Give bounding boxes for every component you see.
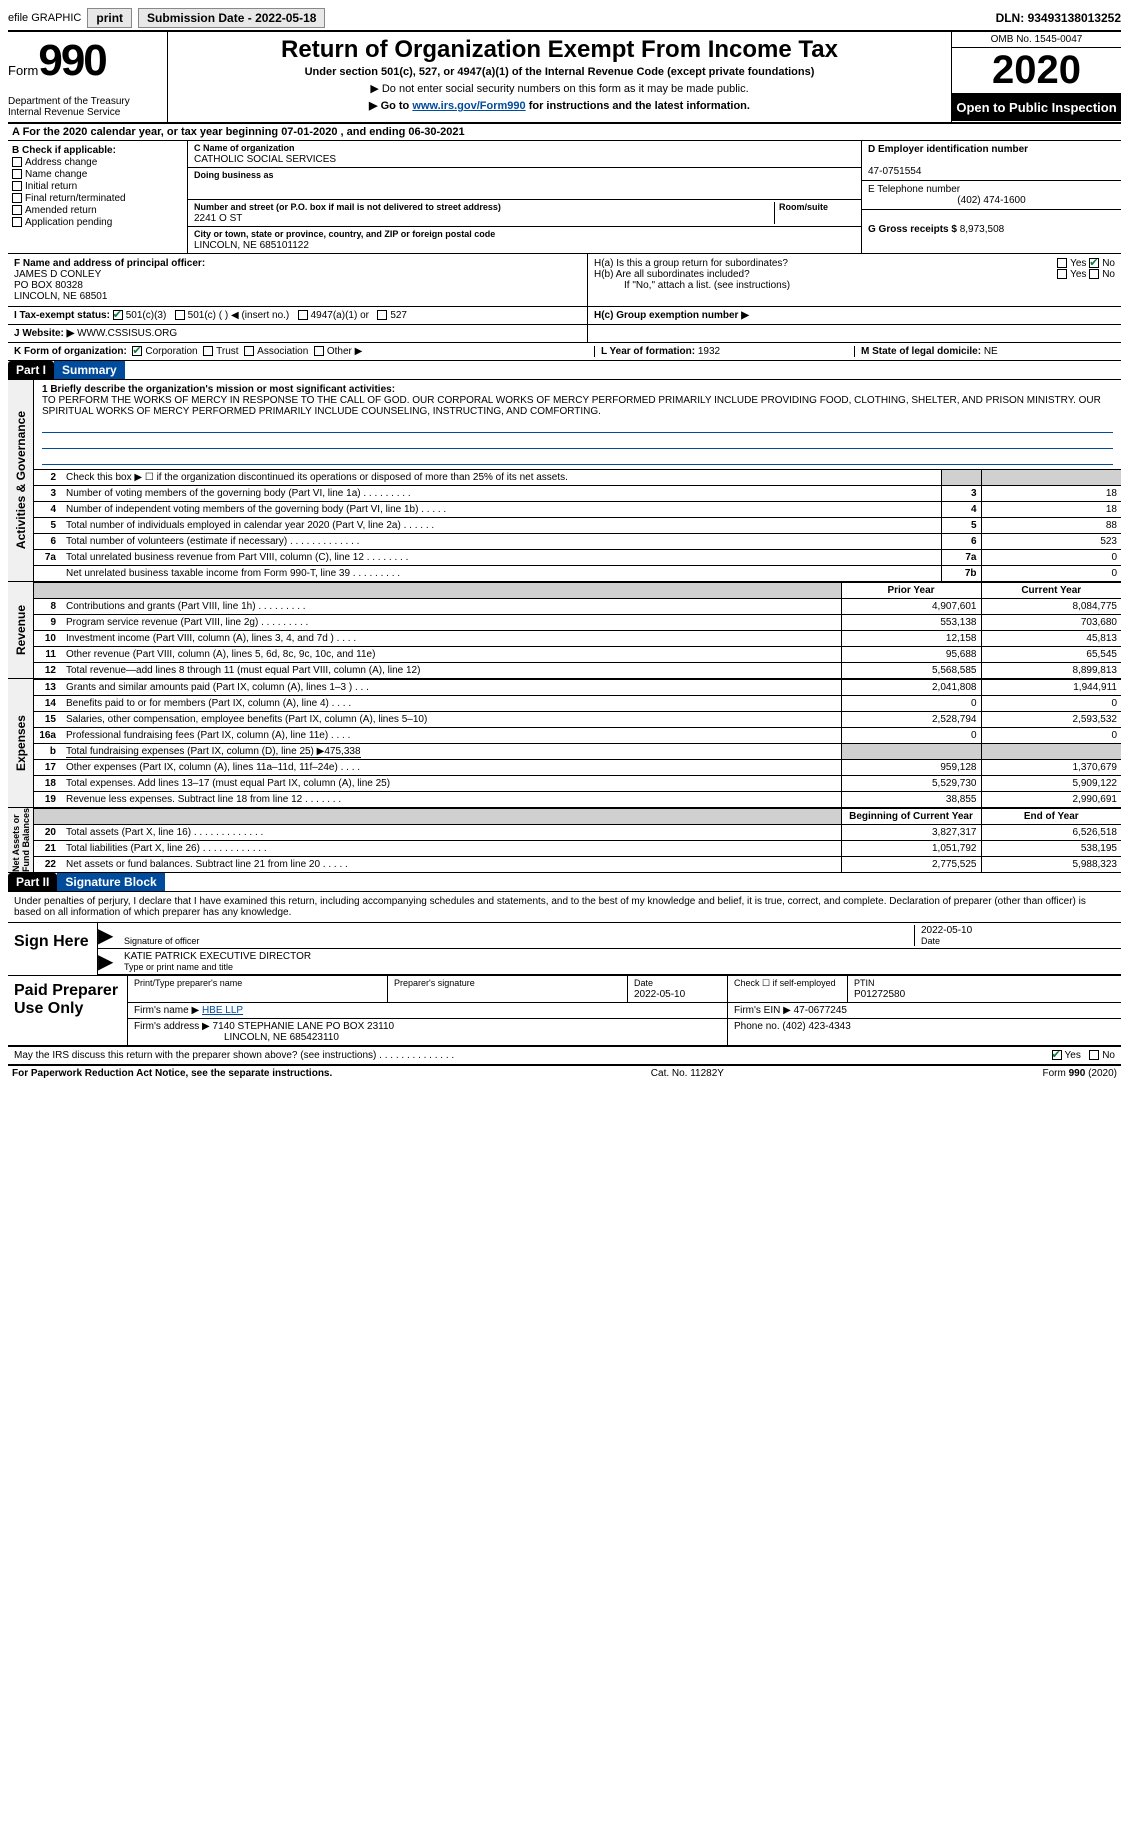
discuss-row: May the IRS discuss this return with the… [8, 1047, 1121, 1066]
dln: DLN: 93493138013252 [996, 11, 1121, 25]
header-right: OMB No. 1545-0047 2020 Open to Public In… [951, 32, 1121, 122]
vtab-netassets: Net Assets or Fund Balances [8, 808, 34, 872]
org-name: CATHOLIC SOCIAL SERVICES [194, 154, 336, 165]
signature-block: Under penalties of perjury, I declare th… [8, 892, 1121, 1066]
entity-info: B Check if applicable: Address change Na… [8, 141, 1121, 254]
top-toolbar: efile GRAPHIC print Submission Date - 20… [8, 8, 1121, 32]
ha-yes[interactable] [1057, 258, 1067, 268]
box-h: H(a) Is this a group return for subordin… [588, 254, 1121, 306]
chk-4947[interactable] [298, 310, 308, 320]
box-k: K Form of organization: Corporation Trus… [14, 346, 594, 357]
arrow-icon: ▶ [98, 949, 113, 974]
netassets-section: Net Assets or Fund Balances Beginning of… [8, 808, 1121, 873]
chk-501c[interactable] [175, 310, 185, 320]
chk-501c3[interactable] [113, 310, 123, 320]
officer-name: KATIE PATRICK EXECUTIVE DIRECTOR [104, 951, 311, 962]
org-form-row: K Form of organization: Corporation Trus… [8, 343, 1121, 361]
vtab-expenses: Expenses [8, 679, 34, 807]
chk-address[interactable] [12, 157, 22, 167]
box-l: L Year of formation: 1932 [594, 346, 854, 357]
discuss-yes[interactable] [1052, 1050, 1062, 1060]
declaration-text: Under penalties of perjury, I declare th… [8, 892, 1121, 923]
efile-label: efile GRAPHIC [8, 12, 81, 24]
part2-header: Part II Signature Block [8, 873, 1121, 892]
chk-pending[interactable] [12, 217, 22, 227]
vtab-revenue: Revenue [8, 582, 34, 678]
box-hc: H(c) Group exemption number ▶ [588, 307, 1121, 324]
hb-no[interactable] [1089, 269, 1099, 279]
form-header: Form 990 Department of the Treasury Inte… [8, 32, 1121, 124]
hb-yes[interactable] [1057, 269, 1067, 279]
preparer-block: Paid Preparer Use Only Print/Type prepar… [8, 976, 1121, 1047]
chk-final[interactable] [12, 193, 22, 203]
org-street: 2241 O ST [194, 213, 242, 224]
ha-no[interactable] [1089, 258, 1099, 268]
submission-date-box: Submission Date - 2022-05-18 [138, 8, 325, 28]
netassets-table: Beginning of Current YearEnd of Year 20T… [34, 808, 1121, 872]
chk-corp[interactable] [132, 346, 142, 356]
box-f: F Name and address of principal officer:… [8, 254, 588, 306]
revenue-section: Revenue Prior YearCurrent Year 8Contribu… [8, 582, 1121, 679]
sign-here-label: Sign Here [8, 923, 98, 975]
form-title: Return of Organization Exempt From Incom… [176, 36, 943, 64]
tax-status-row: I Tax-exempt status: 501(c)(3) 501(c) ( … [8, 307, 1121, 325]
open-to-public: Open to Public Inspection [952, 94, 1121, 121]
revenue-table: Prior YearCurrent Year 8Contributions an… [34, 582, 1121, 678]
omb-number: OMB No. 1545-0047 [952, 32, 1121, 48]
chk-527[interactable] [377, 310, 387, 320]
chk-assoc[interactable] [244, 346, 254, 356]
note-ssn: ▶ Do not enter social security numbers o… [176, 82, 943, 95]
box-i: I Tax-exempt status: 501(c)(3) 501(c) ( … [8, 307, 588, 324]
expenses-table: 13Grants and similar amounts paid (Part … [34, 679, 1121, 807]
mission-block: 1 Briefly describe the organization's mi… [34, 380, 1121, 469]
telephone: (402) 474-1600 [868, 195, 1115, 206]
website-row: J Website: ▶ WWW.CSSISUS.ORG [8, 325, 1121, 343]
chk-name[interactable] [12, 169, 22, 179]
gross-receipts: 8,973,508 [960, 224, 1005, 235]
period-row: A For the 2020 calendar year, or tax yea… [8, 124, 1121, 141]
form-number: 990 [38, 36, 105, 86]
org-city: LINCOLN, NE 685101122 [194, 240, 309, 251]
note-link: ▶ Go to www.irs.gov/Form990 for instruct… [176, 99, 943, 112]
header-left: Form 990 Department of the Treasury Inte… [8, 32, 168, 122]
vtab-governance: Activities & Governance [8, 380, 34, 581]
chk-initial[interactable] [12, 181, 22, 191]
box-m: M State of legal domicile: NE [854, 346, 1115, 357]
department: Department of the Treasury Internal Reve… [8, 96, 161, 118]
website: WWW.CSSISUS.ORG [74, 328, 177, 339]
box-c: C Name of organizationCATHOLIC SOCIAL SE… [188, 141, 861, 253]
officer-group-row: F Name and address of principal officer:… [8, 254, 1121, 307]
tax-year: 2020 [952, 48, 1121, 94]
print-button[interactable]: print [87, 8, 132, 28]
part1-header: Part I Summary [8, 361, 1121, 380]
form-subtitle: Under section 501(c), 527, or 4947(a)(1)… [176, 66, 943, 78]
form-word: Form [8, 63, 38, 78]
chk-trust[interactable] [203, 346, 213, 356]
governance-table: 2Check this box ▶ ☐ if the organization … [34, 469, 1121, 581]
footer: For Paperwork Reduction Act Notice, see … [8, 1066, 1121, 1081]
expenses-section: Expenses 13Grants and similar amounts pa… [8, 679, 1121, 808]
governance-section: Activities & Governance 1 Briefly descri… [8, 380, 1121, 582]
arrow-icon: ▶ [98, 923, 113, 948]
chk-amended[interactable] [12, 205, 22, 215]
paid-preparer-label: Paid Preparer Use Only [8, 976, 128, 1045]
firm-name-link[interactable]: HBE LLP [202, 1005, 243, 1016]
header-mid: Return of Organization Exempt From Incom… [168, 32, 951, 122]
chk-other[interactable] [314, 346, 324, 356]
mission-text: TO PERFORM THE WORKS OF MERCY IN RESPONS… [42, 395, 1113, 417]
irs-link[interactable]: www.irs.gov/Form990 [412, 100, 525, 112]
ein: 47-0751554 [868, 166, 921, 177]
discuss-no[interactable] [1089, 1050, 1099, 1060]
box-b: B Check if applicable: Address change Na… [8, 141, 188, 253]
box-d: D Employer identification number47-07515… [861, 141, 1121, 253]
form-990-page: efile GRAPHIC print Submission Date - 20… [0, 0, 1129, 1089]
